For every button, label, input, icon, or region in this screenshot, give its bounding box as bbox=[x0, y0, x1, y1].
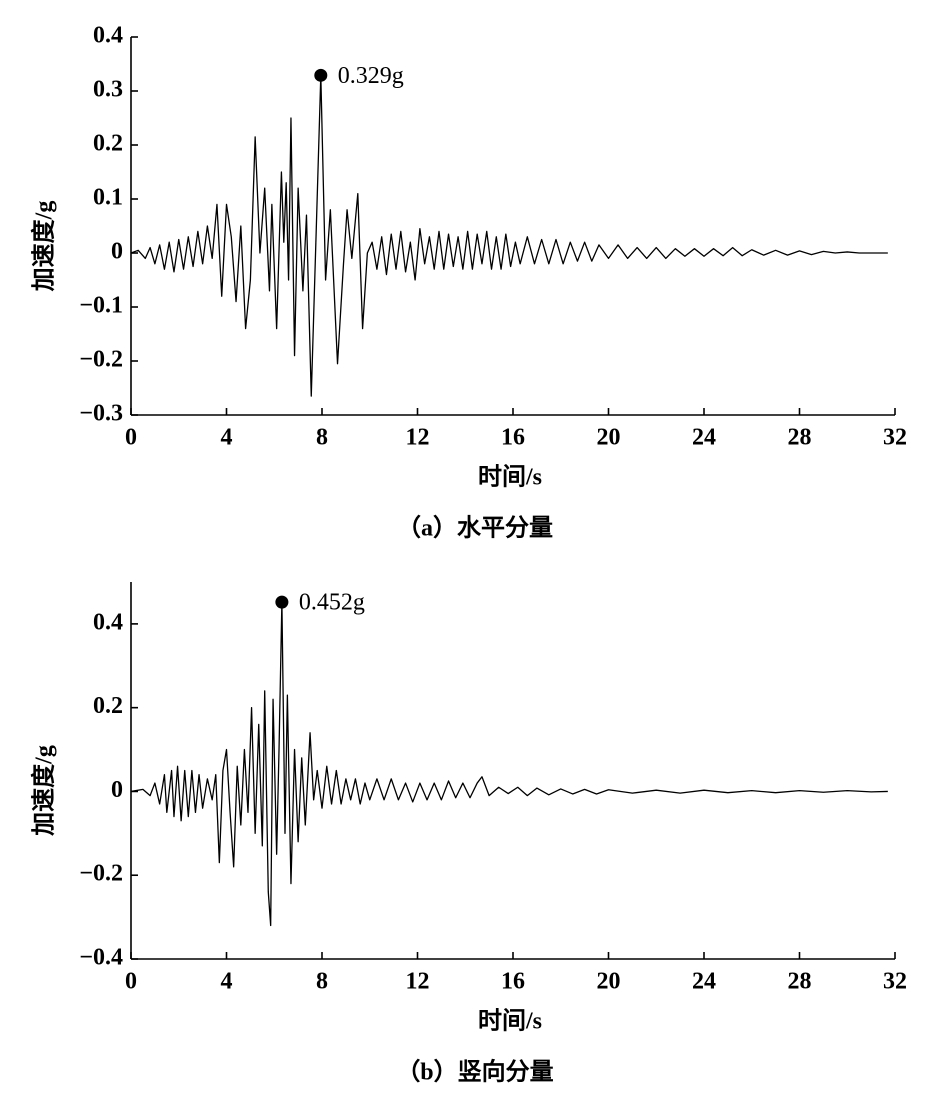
series-line bbox=[130, 74, 888, 397]
x-tick-label: 32 bbox=[883, 969, 907, 995]
x-tick-label: 12 bbox=[406, 969, 430, 995]
y-tick-label: −0.4 bbox=[79, 945, 123, 971]
x-tick-label: 28 bbox=[788, 969, 812, 995]
x-tick-label: 20 bbox=[597, 969, 621, 995]
y-axis-label: 加速度/g bbox=[30, 745, 58, 836]
x-tick-label: 24 bbox=[692, 969, 716, 995]
x-tick-label: 0 bbox=[125, 425, 137, 451]
x-axis-label: 时间/s bbox=[478, 464, 542, 491]
peak-label: 0.329g bbox=[338, 63, 404, 89]
y-tick-label: 0.2 bbox=[93, 693, 123, 719]
x-axis-label: 时间/s bbox=[478, 1008, 542, 1035]
x-tick-label: 4 bbox=[221, 969, 233, 995]
y-tick-label: −0.2 bbox=[79, 347, 123, 373]
y-tick-label: 0.3 bbox=[93, 77, 123, 103]
y-tick-label: −0.3 bbox=[79, 401, 123, 427]
x-tick-label: 8 bbox=[316, 969, 328, 995]
y-tick-label: 0 bbox=[111, 239, 123, 265]
y-tick-label: 0 bbox=[111, 777, 123, 803]
x-tick-label: 12 bbox=[406, 425, 430, 451]
x-tick-label: 8 bbox=[316, 425, 328, 451]
peak-marker bbox=[275, 595, 289, 609]
x-tick-label: 4 bbox=[221, 425, 233, 451]
x-tick-label: 32 bbox=[883, 425, 907, 451]
y-tick-label: 0.4 bbox=[93, 609, 123, 635]
series-line bbox=[130, 601, 888, 927]
y-tick-label: 0.1 bbox=[93, 185, 123, 211]
caption: （a）水平分量 bbox=[397, 515, 553, 542]
y-tick-label: 0.4 bbox=[93, 23, 123, 49]
peak-marker bbox=[314, 68, 328, 82]
y-tick-label: −0.2 bbox=[79, 861, 123, 887]
y-axis-label: 加速度/g bbox=[30, 201, 58, 292]
x-tick-label: 0 bbox=[125, 969, 137, 995]
x-tick-label: 24 bbox=[692, 425, 716, 451]
x-tick-label: 28 bbox=[788, 425, 812, 451]
x-tick-label: 16 bbox=[501, 425, 525, 451]
y-tick-label: 0.2 bbox=[93, 131, 123, 157]
x-tick-label: 20 bbox=[597, 425, 621, 451]
y-tick-label: −0.1 bbox=[79, 293, 123, 319]
caption: （b）竖向分量 bbox=[396, 1058, 553, 1086]
peak-label: 0.452g bbox=[299, 590, 365, 616]
x-tick-label: 16 bbox=[501, 969, 525, 995]
